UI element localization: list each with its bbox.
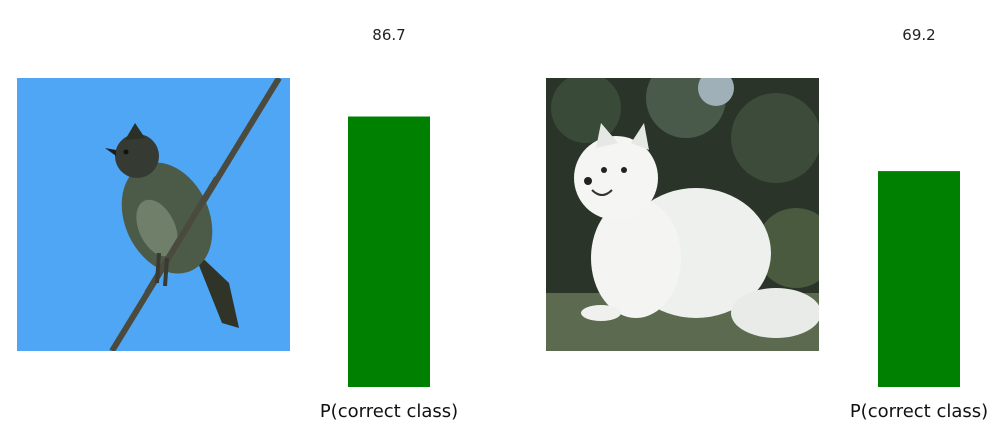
example-panel-bird: 86.7 P(correct class) [17, 26, 458, 422]
x-axis-label: P(correct class) [320, 401, 458, 422]
value-label: 86.7 [372, 26, 405, 44]
bar [878, 171, 960, 387]
bird-image [17, 78, 290, 351]
bar-chart-dog: 69.2 P(correct class) [850, 26, 988, 422]
bar [348, 116, 430, 387]
example-panel-dog: 69.2 P(correct class) [530, 0, 1000, 441]
x-axis-label: P(correct class) [850, 401, 988, 422]
bar-chart-bird: 86.7 P(correct class) [320, 26, 458, 422]
value-label: 69.2 [902, 26, 935, 44]
dog-image [546, 78, 819, 351]
